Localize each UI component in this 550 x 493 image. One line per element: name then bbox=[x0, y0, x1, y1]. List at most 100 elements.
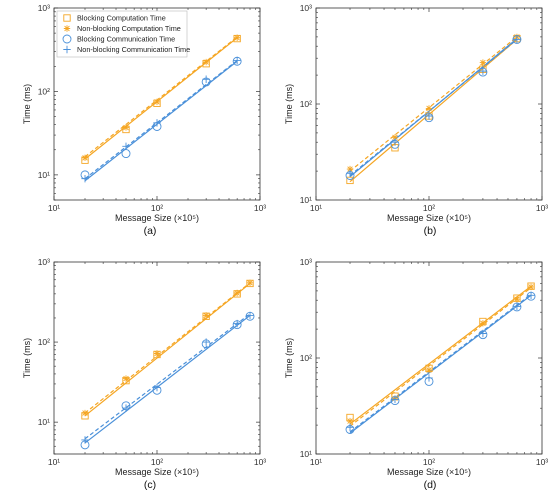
panel-a-x-tick-label: 10¹ bbox=[48, 203, 60, 213]
panel-b-x-tick-label: 10³ bbox=[536, 203, 548, 213]
panel-c-series-1-point bbox=[122, 375, 130, 382]
panel-d-series-3-point bbox=[479, 329, 487, 338]
panel-c-caption: (c) bbox=[144, 479, 156, 491]
panel-b-series-1-point bbox=[346, 165, 354, 173]
panel-b-series-3-point bbox=[391, 138, 399, 146]
panel-c-series-3-point bbox=[233, 319, 241, 328]
panel-d-series-3-point bbox=[346, 423, 354, 431]
panel-a-fit-line-3 bbox=[84, 60, 238, 180]
panel-d-y-tick-label: 10¹ bbox=[300, 449, 312, 459]
panel-d-y-tick-label: 10³ bbox=[300, 257, 312, 267]
panel-d-fit-line-2 bbox=[349, 294, 532, 434]
panel-c-series-1-point bbox=[153, 350, 161, 357]
panel-b-series-0-point bbox=[346, 176, 354, 185]
panel-c-fit-line-3 bbox=[84, 313, 251, 440]
panel-b-y-tick-label: 10³ bbox=[300, 3, 312, 13]
panel-a-y-tick-label: 10¹ bbox=[38, 170, 50, 180]
panel-b-x-axis-label: Message Size (×10⁵) bbox=[387, 213, 471, 223]
panel-b-x-tick-label: 10² bbox=[423, 203, 435, 213]
panel-a-fit-line-0 bbox=[84, 37, 238, 160]
legend-entry-3: Non-blocking Communication Time bbox=[77, 45, 190, 54]
panel-c-series-3-point bbox=[202, 338, 210, 346]
panel-d-y-tick-label: 10² bbox=[300, 353, 312, 363]
panel-b-series-3-point bbox=[513, 35, 521, 44]
panel-b-y-axis-label: Time (ms) bbox=[284, 84, 294, 124]
panel-b-series-1-point bbox=[391, 134, 399, 141]
panel-c-x-tick-label: 10³ bbox=[254, 457, 266, 467]
panel-d-x-tick-label: 10¹ bbox=[310, 457, 322, 467]
legend-marker-0 bbox=[63, 14, 71, 22]
panel-c-x-axis-label: Message Size (×10⁵) bbox=[115, 467, 199, 477]
panel-c: (c) 10¹ 10² 10³ 10¹ 10² 10³ Message Size (×10⁵… bbox=[22, 257, 266, 491]
panel-a-series-3-point bbox=[153, 119, 161, 127]
panel-b-caption: (b) bbox=[424, 225, 437, 237]
panel-a-y-axis-label: Time (ms) bbox=[22, 84, 32, 124]
panel-a-caption: (a) bbox=[144, 225, 157, 237]
panel-a-x-axis-label: Message Size (×10⁵) bbox=[115, 213, 199, 223]
panel-b-series-1-point bbox=[479, 59, 487, 66]
panel-d-series-1-point bbox=[425, 366, 433, 374]
panel-d-series-3-point bbox=[527, 291, 535, 299]
panel-d-fit-line-0 bbox=[349, 285, 532, 425]
panel-a-series-1-point bbox=[233, 34, 241, 41]
panel-c-y-tick-label: 10² bbox=[38, 337, 50, 347]
legend-box bbox=[56, 10, 188, 58]
panel-a-series-3-point bbox=[233, 56, 241, 65]
panel-d-x-tick-label: 10³ bbox=[536, 457, 548, 467]
panel-b-series-3-point bbox=[479, 67, 487, 75]
panel-d-series-1-point bbox=[346, 417, 354, 425]
legend-entry-0: Blocking Computation Time bbox=[77, 14, 166, 23]
panel-a: (a) 10¹ 10² 10³ 10¹ 10² 10³ Message Size (×10⁵… bbox=[22, 3, 266, 237]
panel-d-series-3-point bbox=[425, 374, 433, 382]
panel-a-y-tick-label: 10³ bbox=[38, 3, 50, 13]
panel-c-series-1-point bbox=[81, 409, 89, 417]
panel-b-y-tick-label: 10² bbox=[300, 99, 312, 109]
legend-marker-2 bbox=[62, 34, 72, 44]
panel-a-series-2-point bbox=[121, 149, 131, 159]
panel-c-fit-line-1 bbox=[84, 282, 251, 414]
panel-b-fit-line-0 bbox=[349, 39, 518, 183]
panel-b-series-3-point bbox=[346, 169, 354, 177]
panel-a-x-tick-label: 10³ bbox=[254, 203, 266, 213]
panel-d-y-axis-label: Time (ms) bbox=[284, 338, 294, 378]
panel-d-x-axis-label: Message Size (×10⁵) bbox=[387, 467, 471, 477]
panel-a-series-3-point bbox=[81, 175, 89, 183]
panel-b-y-tick-label: 10¹ bbox=[300, 195, 312, 205]
panel-c-series-1-point bbox=[246, 279, 254, 286]
panel-c-fit-line-0 bbox=[84, 282, 251, 417]
panel-b: (b) 10¹ 10² 10³ 10¹ 10² 10³ Message Size (×10⁵… bbox=[284, 3, 548, 237]
panel-a-series-1-point bbox=[81, 154, 89, 162]
panel-a-series-1-point bbox=[153, 98, 161, 106]
panel-c-fit-line-2 bbox=[84, 314, 251, 444]
panel-a-fit-line-2 bbox=[84, 60, 238, 182]
panel-a-series-3-point bbox=[202, 75, 210, 83]
panel-d-series-3-point bbox=[513, 302, 521, 311]
panel-b-series-2-point bbox=[512, 35, 522, 44]
panel-a-y-tick-label: 10² bbox=[38, 86, 50, 96]
legend-marker-3 bbox=[63, 45, 71, 54]
panel-c-y-axis-label: Time (ms) bbox=[22, 338, 32, 378]
panel-d-fit-line-1 bbox=[349, 287, 532, 427]
panel-d-fit-line-3 bbox=[349, 293, 532, 433]
panel-d-series-1-point bbox=[527, 283, 535, 291]
panel-d-caption: (d) bbox=[424, 479, 437, 491]
panel-a-x-tick-label: 10² bbox=[151, 203, 163, 213]
panel-c-x-tick-label: 10² bbox=[151, 457, 163, 467]
panel-c-series-3-point bbox=[81, 436, 89, 444]
panel-a-series-3-point bbox=[122, 142, 130, 151]
panel-c-series-1-point bbox=[202, 312, 210, 319]
legend-entry-1: Non-blocking Computation Time bbox=[77, 24, 181, 33]
panel-c-series-1-point bbox=[233, 289, 241, 297]
panel-d-x-tick-label: 10² bbox=[423, 457, 435, 467]
panel-d: (d) 10¹ 10² 10³ 10¹ 10² 10³ Message Size (×10⁵… bbox=[284, 257, 548, 491]
panel-d-series-1-point bbox=[479, 320, 487, 327]
panel-c-y-tick-label: 10³ bbox=[38, 257, 50, 267]
panel-c-x-tick-label: 10¹ bbox=[48, 457, 60, 467]
panel-c-y-tick-label: 10¹ bbox=[38, 417, 50, 427]
panel-b-fit-line-1 bbox=[349, 36, 518, 172]
panel-c-series-3-point bbox=[122, 404, 130, 412]
panel-a-series-1-point bbox=[202, 58, 210, 66]
panel-b-series-3-point bbox=[425, 112, 433, 120]
